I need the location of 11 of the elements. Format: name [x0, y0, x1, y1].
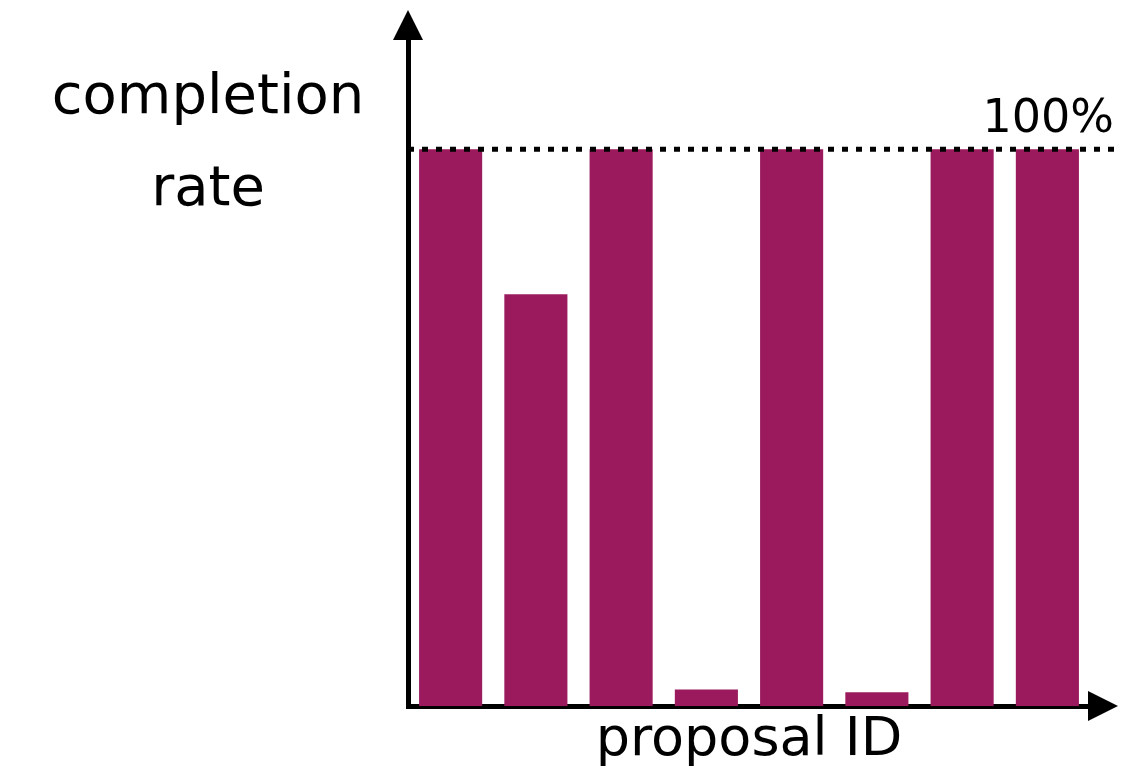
bar	[760, 149, 824, 707]
y-axis-title: completion rate	[51, 60, 365, 218]
ref-line-label: 100%	[982, 89, 1114, 144]
bar	[845, 692, 909, 707]
bar	[589, 149, 653, 707]
bar	[504, 294, 568, 707]
x-axis-title: proposal ID	[595, 704, 903, 768]
bar	[930, 149, 994, 707]
bar	[1015, 149, 1079, 707]
bar	[674, 689, 738, 707]
bar	[419, 149, 483, 707]
